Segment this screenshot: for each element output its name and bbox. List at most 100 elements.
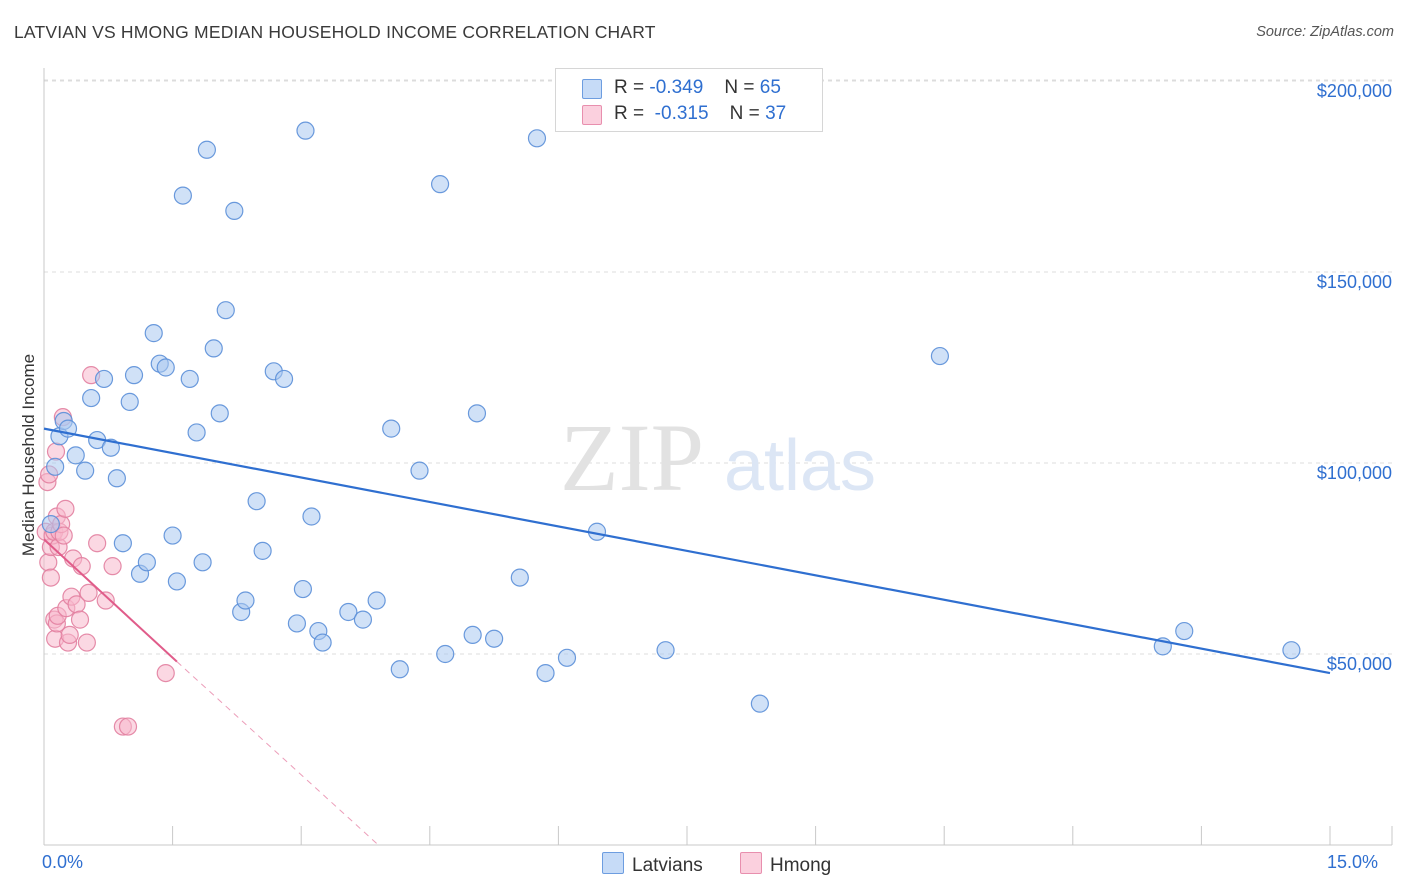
latvians-point	[120, 392, 139, 411]
legend-n-value: 65	[759, 77, 781, 98]
trend-lines	[43, 427, 1331, 846]
legend-n-label: N =	[729, 103, 760, 124]
latvians-point	[410, 461, 429, 480]
latvians-point	[750, 694, 769, 713]
hmong-point	[77, 633, 96, 652]
y-tick-label: $50,000	[1327, 654, 1392, 674]
hmong-point	[96, 591, 115, 610]
latvians-point	[510, 568, 529, 587]
hmong-point	[103, 557, 122, 576]
axes	[43, 68, 1393, 846]
latvians-point	[204, 339, 223, 358]
hmong-point	[79, 583, 98, 602]
watermark-zip: ZIP	[560, 404, 704, 511]
latvians-trend-line	[43, 427, 1331, 675]
latvians-legend-label: Latvians	[632, 855, 703, 876]
hmong-point	[41, 568, 60, 587]
latvians-point	[236, 591, 255, 610]
latvians-point	[467, 404, 487, 423]
grid-lines	[44, 79, 1392, 655]
hmong-point	[156, 663, 175, 683]
latvians-point	[463, 625, 482, 645]
bottom-legend-hmong: Hmong	[740, 852, 831, 877]
hmong-trend-extension	[176, 661, 379, 846]
hmong-point	[70, 610, 90, 629]
latvians-point	[187, 423, 206, 442]
latvians-point	[41, 515, 60, 534]
latvians-point	[430, 175, 450, 194]
legend-r-value: -0.349	[649, 77, 704, 98]
y-tick-label: $100,000	[1317, 463, 1392, 483]
latvians-point	[302, 507, 321, 526]
legend-r-label: R =	[614, 77, 645, 98]
latvians-point	[101, 438, 120, 457]
y-tick-labels: $50,000 $100,000 $150,000 $200,000	[1317, 81, 1392, 674]
latvians-point	[66, 446, 85, 465]
chart-title: LATVIAN VS HMONG MEDIAN HOUSEHOLD INCOME…	[14, 22, 656, 42]
latvians-point	[247, 492, 266, 511]
latvians-point	[536, 663, 555, 683]
latvians-point	[76, 461, 95, 480]
latvians-point	[313, 633, 332, 652]
latvians-point	[287, 614, 307, 633]
latvians-point	[137, 553, 156, 572]
y-axis-label-box: Median Household Income	[2, 330, 52, 580]
source-label: Source: ZipAtlas.com	[1256, 24, 1394, 40]
latvians-legend-swatch	[602, 852, 624, 874]
legend-r-value: -0.315	[654, 103, 709, 124]
legend-n-value: 37	[765, 103, 787, 124]
watermark: ZIP atlas	[560, 404, 876, 511]
latvians-point	[82, 388, 101, 408]
hmong-point	[88, 534, 107, 553]
latvians-point	[296, 121, 315, 140]
y-tick-label: $200,000	[1317, 81, 1392, 101]
latvians-point	[144, 324, 163, 343]
latvians-point	[124, 366, 144, 385]
hmong-point	[118, 717, 138, 736]
latvians-point	[46, 457, 65, 476]
y-tick-label: $150,000	[1317, 272, 1392, 292]
hmong-swatch	[582, 105, 602, 125]
latvians-point	[656, 641, 675, 660]
hmong-point	[56, 499, 75, 518]
latvians-point	[107, 469, 126, 488]
latvians-point	[485, 629, 504, 648]
latvians-point	[557, 648, 577, 667]
hmong-point	[72, 557, 91, 576]
latvians-point	[156, 358, 175, 377]
latvians-point	[339, 602, 358, 622]
latvians-point	[173, 186, 192, 205]
legend-box: R = -0.349 N = 65 R = -0.315 N = 37	[555, 68, 823, 132]
latvians-point	[193, 553, 212, 572]
latvians-point	[382, 419, 401, 438]
latvians-point	[167, 572, 186, 591]
latvians-point	[225, 201, 244, 220]
hmong-legend-swatch	[740, 852, 762, 874]
latvians-point	[527, 129, 547, 148]
legend-r-label: R =	[614, 103, 645, 124]
latvians-point	[113, 534, 132, 553]
latvians-point	[367, 591, 386, 610]
latvians-point	[390, 660, 409, 679]
legend-n-label: N =	[724, 77, 755, 98]
latvians-point	[180, 369, 199, 389]
latvians-points	[41, 121, 1301, 713]
latvians-swatch	[582, 79, 602, 99]
latvians-point	[210, 404, 229, 423]
latvians-point	[1282, 641, 1301, 660]
latvians-point	[253, 541, 272, 560]
x-tick-min: 0.0%	[42, 852, 84, 872]
hmong-trend-line	[43, 538, 178, 663]
latvians-point	[353, 610, 373, 629]
y-axis-label: Median Household Income	[19, 353, 38, 557]
hmong-point	[60, 625, 79, 645]
latvians-point	[216, 301, 235, 320]
x-tick-max: 15.0%	[1327, 852, 1379, 872]
bottom-legend-latvians: Latvians	[602, 852, 703, 877]
latvians-point	[94, 369, 114, 389]
latvians-point	[163, 526, 182, 545]
latvians-point	[930, 346, 950, 366]
latvians-point	[436, 644, 455, 664]
watermark-atlas: atlas	[724, 426, 876, 506]
hmong-legend-label: Hmong	[770, 855, 832, 876]
